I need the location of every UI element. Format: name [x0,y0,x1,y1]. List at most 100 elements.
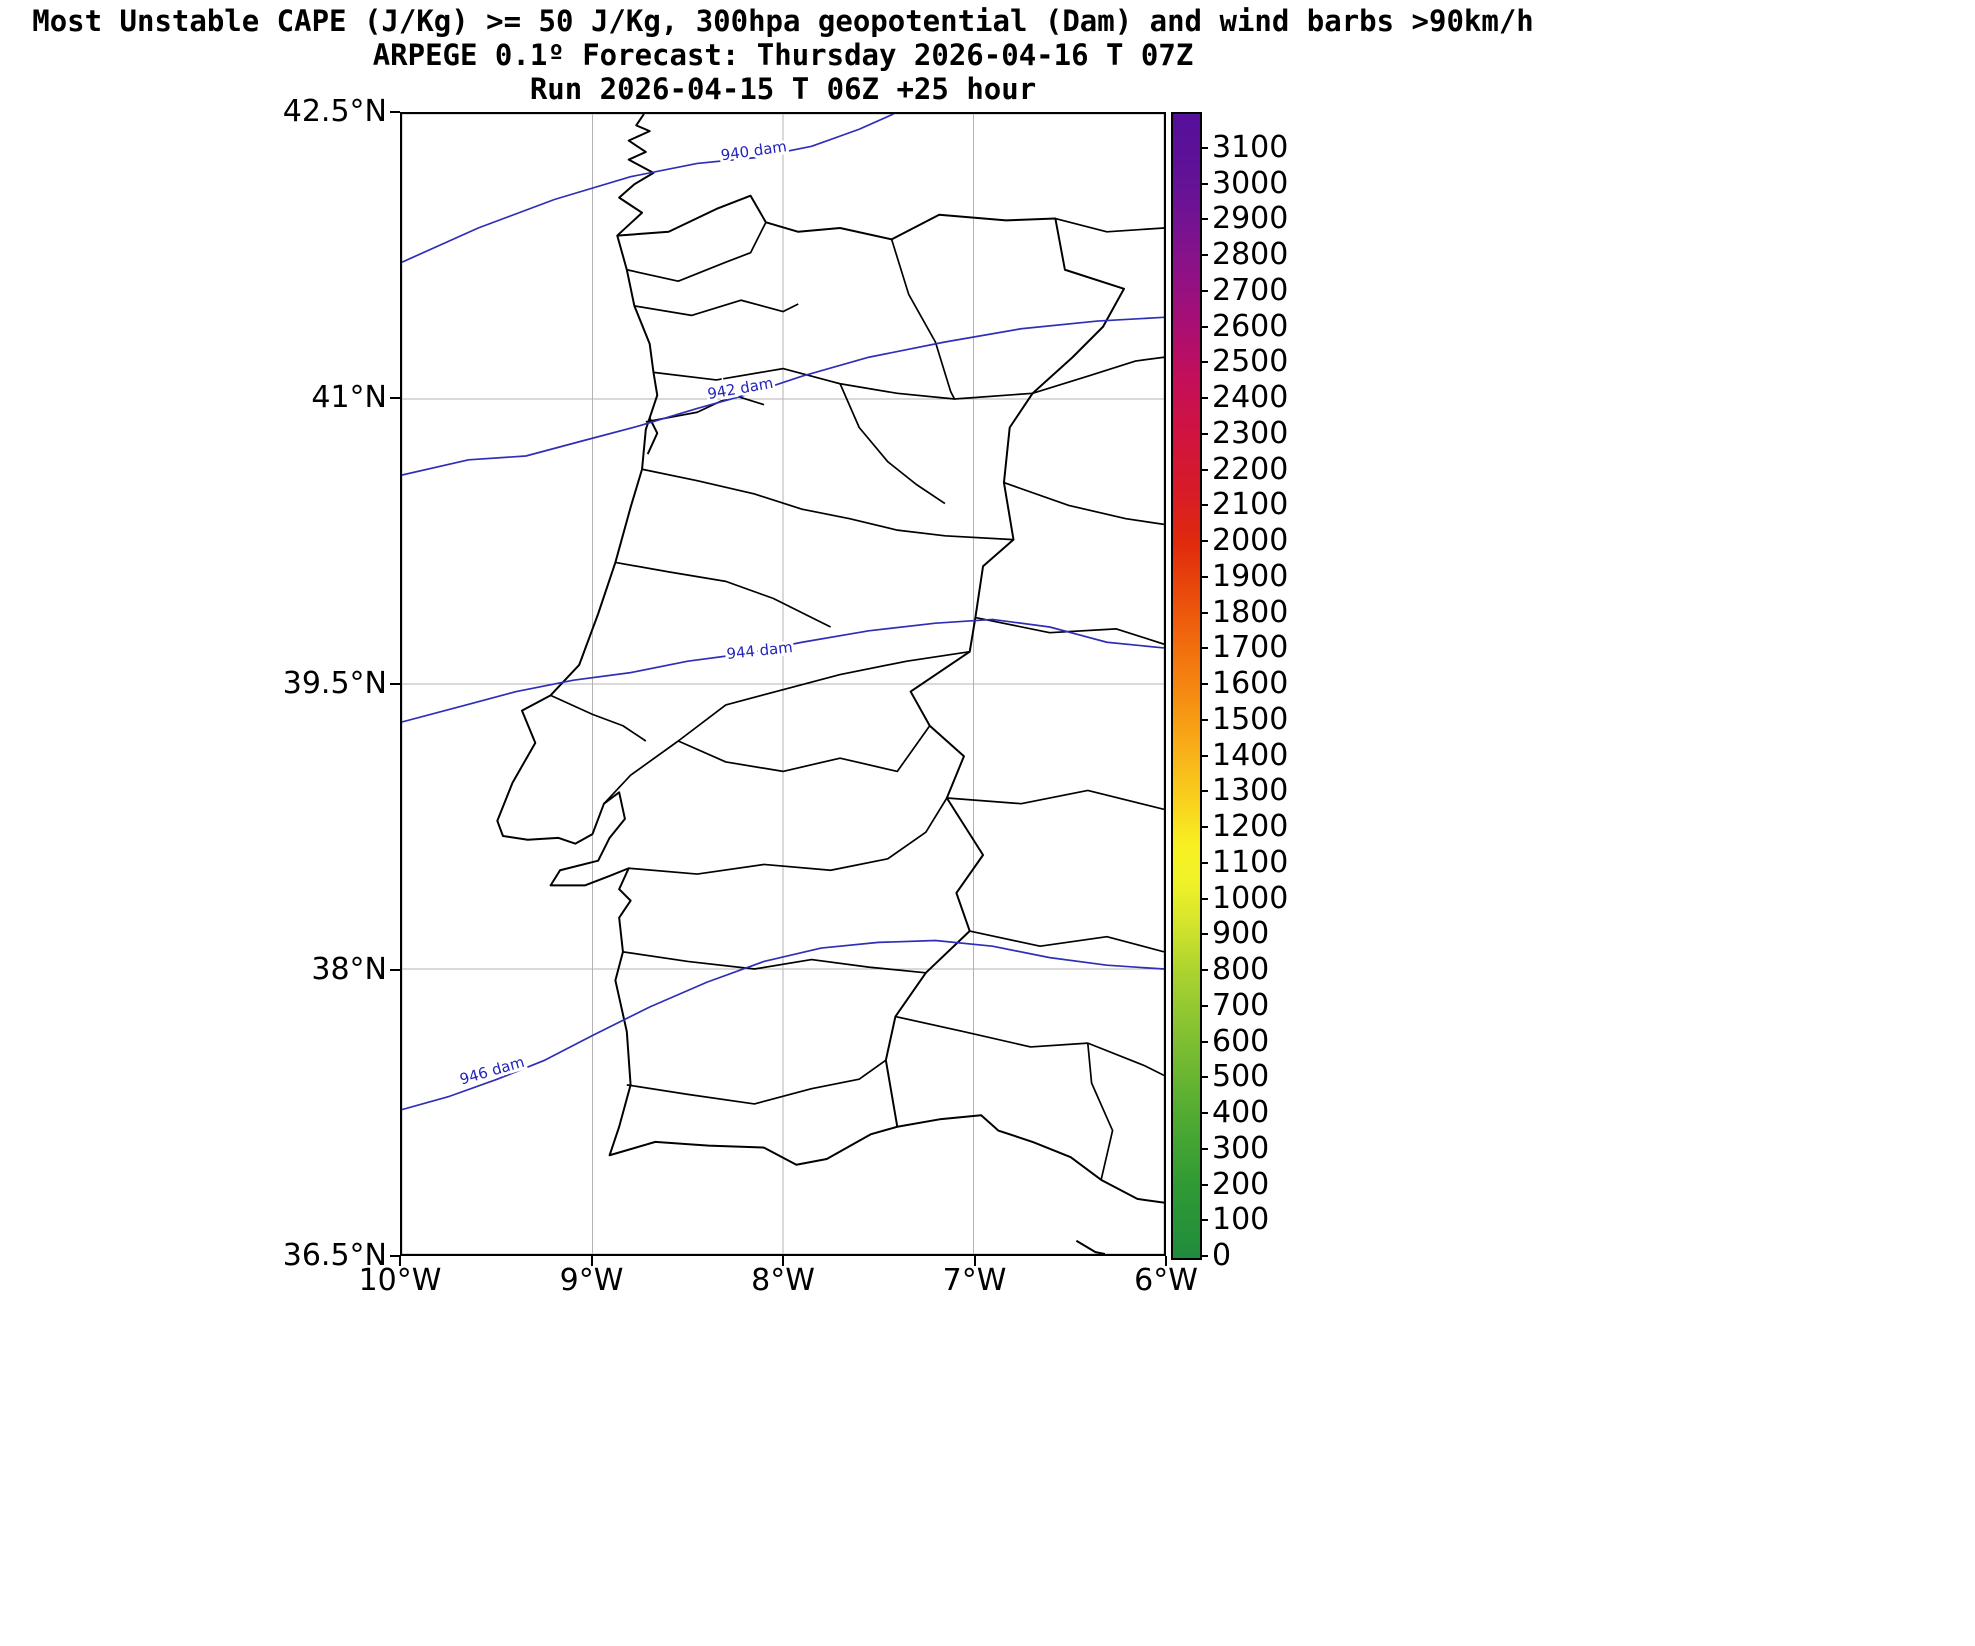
colorbar-tick-mark [1200,754,1208,757]
district-boundary [1003,481,1164,526]
colorbar-tick-label: 2000 [1212,523,1289,558]
y-tick-mark [390,969,400,971]
colorbar-tick-label: 2700 [1212,272,1289,308]
map-plot-area: 940 dam 942 dam 944 dam 946 dam [400,112,1166,1256]
colorbar-tick-label: 1800 [1212,594,1289,630]
colorbar-tick-label: 3100 [1212,129,1289,165]
cape-colorbar [1171,112,1202,1260]
x-tick-mark [399,1256,401,1266]
colorbar-tick-mark [1200,218,1208,221]
colorbar-tick-label: 1000 [1212,880,1289,916]
district-boundary [975,616,1164,645]
colorbar-tick-mark [1200,718,1208,721]
district-boundary [550,694,647,742]
colorbar-tick-mark [1200,254,1208,256]
district-boundary [677,725,931,773]
colorbar-tick-mark [1200,468,1208,471]
district-boundary [626,221,767,283]
chart-title-line1: Most Unstable CAPE (J/Kg) >= 50 J/Kg, 30… [32,4,1534,38]
colorbar-tick-mark [1200,969,1208,971]
country-border [617,194,1126,1127]
colorbar-tick-label: 0 [1212,1238,1232,1273]
chart-title-line3: Run 2026-04-15 T 06Z +25 hour [529,72,1037,106]
district-boundary [634,299,799,317]
colorbar-tick-mark [1200,289,1208,292]
district-boundary [615,561,832,628]
colorbar-tick-label: 1300 [1212,773,1289,809]
y-tick-label: 39.5°N [282,666,387,701]
district-boundary [1055,217,1164,233]
colorbar-tick-label: 1100 [1212,844,1289,880]
chart-title-line2: ARPEGE 0.1º Forecast: Thursday 2026-04-1… [372,38,1194,72]
y-tick-label: 42.5°N [282,94,387,129]
geopotential-contour [402,618,1164,723]
colorbar-tick-mark [1200,1112,1208,1114]
colorbar-tick-label: 400 [1212,1095,1270,1130]
x-tick-label: 9°W [559,1263,624,1298]
colorbar-tick-label: 600 [1212,1023,1270,1059]
colorbar-tick-mark [1200,1076,1208,1079]
contour-label: 946 dam [458,1053,527,1089]
district-boundary [1032,356,1164,395]
x-tick-label: 10°W [358,1263,442,1298]
district-boundary [622,951,926,974]
colorbar-tick-label: 2400 [1212,380,1289,415]
colorbar-tick-label: 100 [1212,1202,1270,1238]
district-boundary [890,239,956,400]
colorbar-tick-mark [1200,146,1208,149]
colorbar-tick-label: 1500 [1212,701,1289,737]
colorbar-tick-mark [1200,1183,1208,1186]
district-boundary [946,789,1164,811]
colorbar-tick-mark [1200,1004,1208,1007]
y-tick-label: 41°N [311,380,387,415]
colorbar-tick-label: 2300 [1212,415,1289,451]
colorbar-tick-label: 1900 [1212,558,1289,594]
colorbar-tick-mark [1200,575,1208,578]
x-tick-mark [973,1256,976,1266]
colorbar-tick-mark [1200,790,1208,793]
colorbar-tick-label: 700 [1212,987,1270,1023]
colorbar-tick-mark [1200,1219,1208,1222]
coastline [646,417,659,455]
colorbar-tick-label: 2200 [1212,451,1289,487]
colorbar-tick-mark [1200,647,1208,650]
colorbar-gradient [1173,114,1200,1258]
district-boundary [603,650,970,805]
colorbar-tick-label: 2600 [1212,308,1289,344]
district-boundary [1086,1043,1114,1181]
colorbar-tick-label: 2100 [1212,487,1289,523]
y-tick-mark [390,1255,400,1257]
colorbar-tick-mark [1200,397,1208,399]
y-tick-mark [390,397,400,399]
y-tick-label: 36.5°N [282,1238,387,1273]
colorbar-tick-label: 200 [1212,1166,1270,1202]
colorbar-tick-mark [1200,1147,1208,1150]
colorbar-tick-mark [1200,182,1208,185]
y-tick-mark [390,683,400,685]
coastline [1075,1239,1106,1254]
colorbar-tick-mark [1200,540,1208,542]
district-boundary [895,1015,1164,1077]
colorbar-tick-label: 1600 [1212,666,1289,701]
colorbar-tick-label: 800 [1212,952,1270,987]
colorbar-tick-mark [1200,861,1208,864]
y-tick-mark [390,111,400,113]
x-tick-label: 8°W [751,1263,815,1298]
colorbar-tick-mark [1200,432,1208,435]
district-boundary [839,383,946,505]
colorbar-tick-label: 2500 [1212,344,1289,380]
x-tick-mark [1165,1256,1167,1266]
colorbar-tick-label: 300 [1212,1130,1270,1166]
geopotential-contour [402,939,1164,1111]
colorbar-tick-mark [1200,683,1208,685]
colorbar-tick-label: 900 [1212,916,1270,952]
x-tick-label: 7°W [942,1263,1007,1298]
chart-titles: Most Unstable CAPE (J/Kg) >= 50 J/Kg, 30… [0,4,1566,106]
geopotential-contour [402,316,1164,476]
coastline [496,114,1164,1204]
colorbar-tick-mark [1200,1040,1208,1043]
y-tick-label: 38°N [311,952,387,987]
colorbar-tick-label: 2800 [1212,237,1289,272]
